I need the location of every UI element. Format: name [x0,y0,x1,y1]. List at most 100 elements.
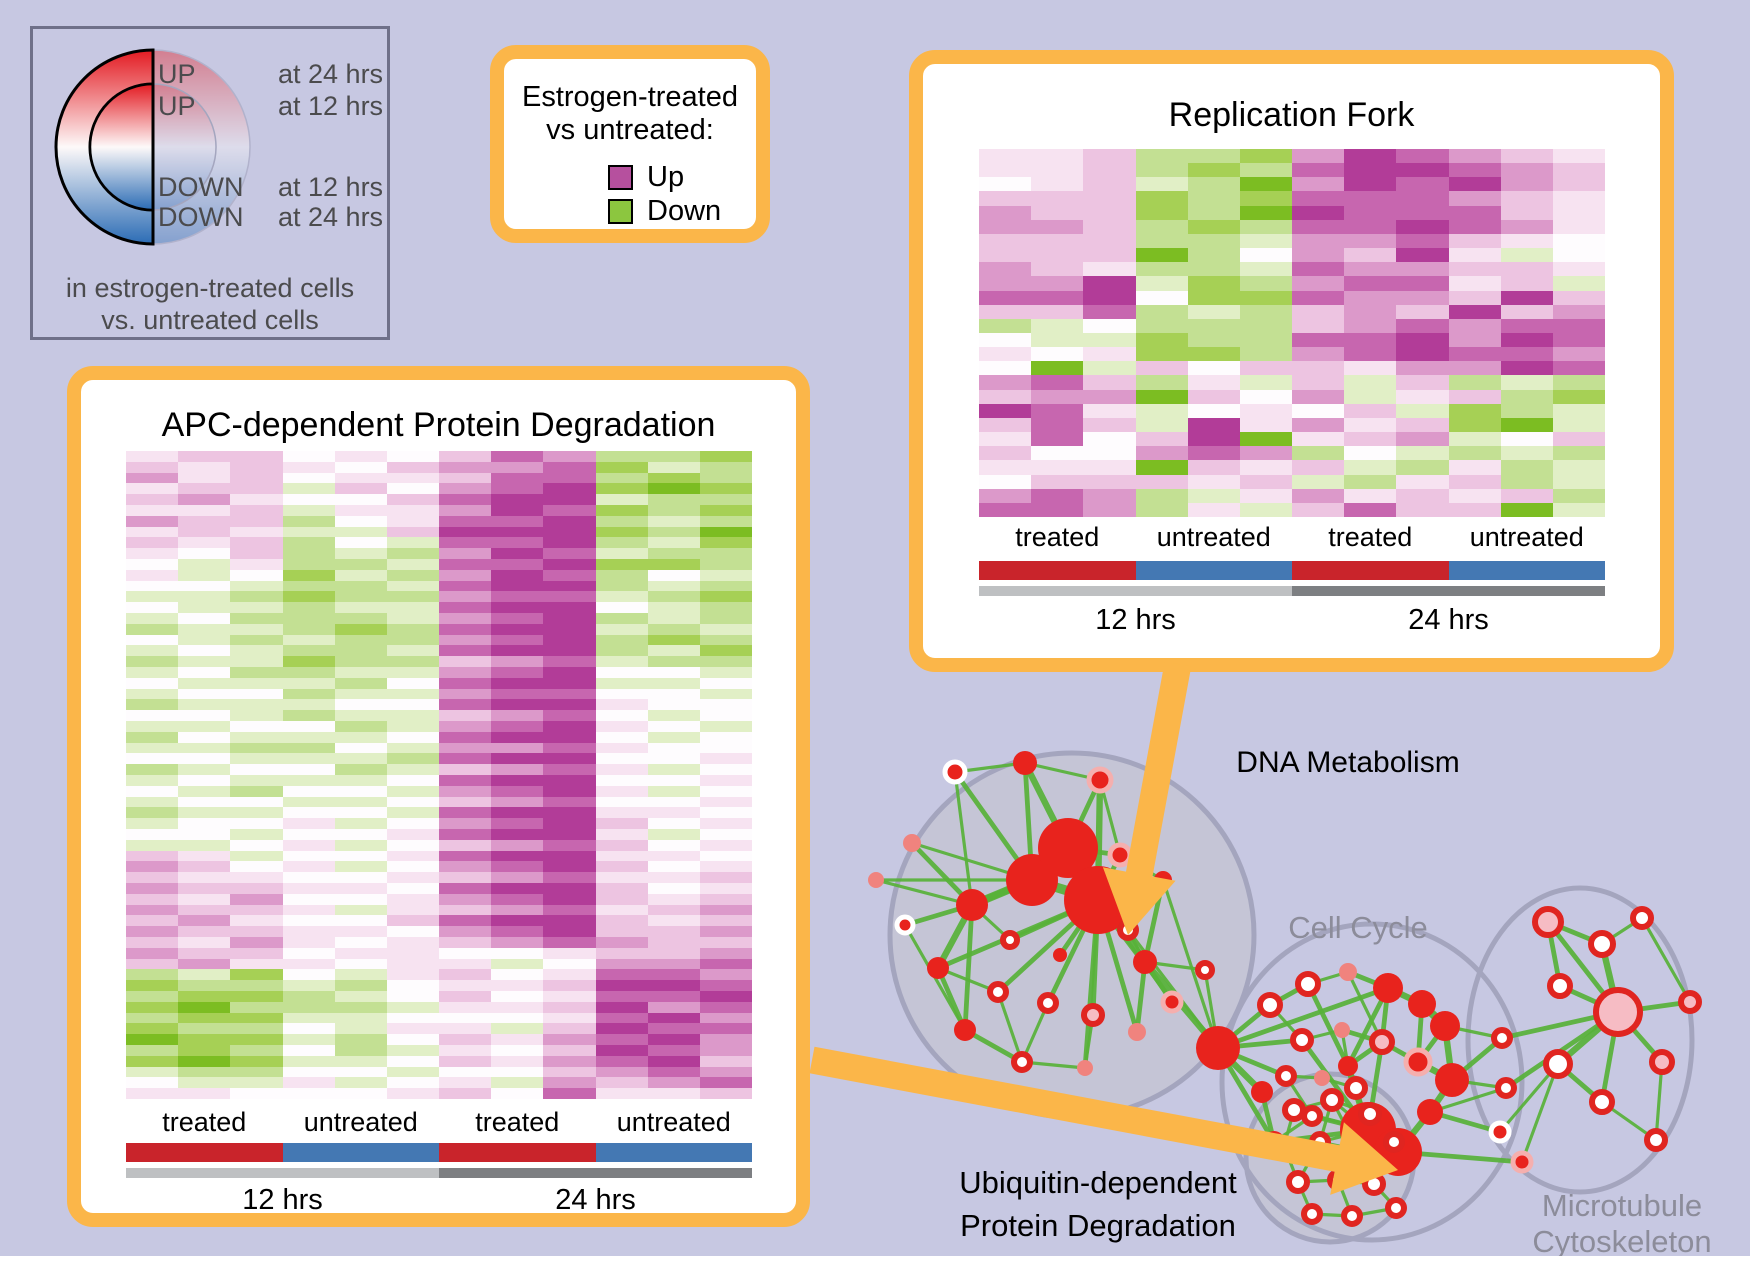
heatmap-cell [979,191,1032,206]
heatmap-cell [334,710,387,721]
heatmap-cell [1448,219,1501,234]
heatmap-cell [1135,290,1188,305]
heatmap-cell [647,1034,700,1045]
heatmap-cell [178,721,231,732]
heatmap-cell [439,818,492,829]
heatmap-cell [1500,219,1553,234]
heatmap-cell [1344,361,1397,376]
heatmap-cell [647,796,700,808]
heatmap-cell [979,304,1032,319]
heatmap-cell [647,569,700,581]
heatmap-cell [595,775,648,786]
heatmap-cell [282,461,335,473]
heatmap-cell [178,883,231,894]
heatmap-cell [647,818,700,829]
heatmap-cell [1083,375,1136,390]
heatmap-cell [647,1001,700,1013]
heatmap-cell [126,591,179,603]
heatmap-cell [178,937,231,948]
heatmap-cell [1031,389,1084,404]
heatmap-cell [595,1012,648,1024]
heatmap-cell [178,969,231,981]
heatmap-cell [699,494,752,505]
heatmap-cell [178,904,231,916]
heatmap-cell [230,548,283,559]
heatmap-cell [1500,290,1553,305]
heatmap-cell [699,623,752,635]
heatmap-cell [334,785,387,797]
heatmap-cell [647,947,700,959]
rf-treated-bar-12h [979,561,1136,580]
heatmap-cell [491,591,544,603]
heatmap-cell [699,947,752,959]
heatmap-cell [1083,432,1136,447]
heatmap-cell [491,1012,544,1024]
heatmap-cell [1448,177,1501,192]
heatmap-cell [178,818,231,829]
heatmap-cell [282,688,335,700]
heatmap-cell [1448,460,1501,475]
heatmap-cell [543,472,596,484]
heatmap-cell [230,926,283,937]
heatmap-cell [1552,205,1605,220]
heatmap-cell [1083,262,1136,277]
heatmap-cell [491,710,544,721]
heatmap-cell [386,526,439,538]
heatmap-cell [1500,375,1553,390]
heatmap-cell [1239,205,1292,220]
heatmap-cell [1135,248,1188,263]
heatmap-cell [439,461,492,473]
heatmap-cell [126,818,179,829]
heatmap-cell [595,764,648,775]
heatmap-cell [647,526,700,538]
heatmap-cell [979,205,1032,220]
heatmap-cell [334,505,387,516]
heatmap-cell [699,1055,752,1067]
heatmap-cell [1239,347,1292,362]
heatmap-cell [543,926,596,937]
heatmap-cell [282,1001,335,1013]
heatmap-cell [647,634,700,646]
heatmap-cell [334,1066,387,1078]
heatmap-cell [543,721,596,732]
heatmap-cell [699,904,752,916]
heatmap-cell [126,451,179,462]
heatmap-cell [126,677,179,689]
heatmap-cell [699,1023,752,1035]
heatmap-cell [386,559,439,570]
heatmap-cell [647,893,700,905]
heatmap-cell [543,991,596,1002]
heatmap-cell [439,883,492,894]
heatmap-cell [1344,191,1397,206]
heatmap-cell [647,472,700,484]
heatmap-cell [386,667,439,678]
heatmap-cell [178,623,231,635]
heatmap-cell [543,483,596,495]
rf-24hrs-bar [1292,586,1605,596]
heatmap-cell [1187,290,1240,305]
heatmap-cell [439,947,492,959]
heatmap-cell [334,829,387,840]
heatmap-cell [334,494,387,505]
heatmap-cell [386,537,439,549]
heatmap-cell [647,602,700,613]
heatmap-cell [1187,219,1240,234]
heatmap-cell [1396,304,1449,319]
heatmap-cell [491,937,544,948]
heatmap-cell [230,785,283,797]
heatmap-cell [647,839,700,851]
heatmap-cell [1500,488,1553,503]
heatmap-cell [282,775,335,786]
heatmap-cell [979,276,1032,291]
heatmap-cell [595,526,648,538]
heatmap-cell [1292,262,1345,277]
heatmap-cell [230,796,283,808]
heatmap-cell [178,580,231,592]
heatmap-cell [1135,304,1188,319]
heatmap-cell [386,645,439,657]
heatmap-cell [1031,262,1084,277]
heatmap-cell [543,980,596,991]
heatmap-cell [543,688,596,700]
rf-treatment-bars [979,561,1605,580]
heatmap-cell [1292,304,1345,319]
